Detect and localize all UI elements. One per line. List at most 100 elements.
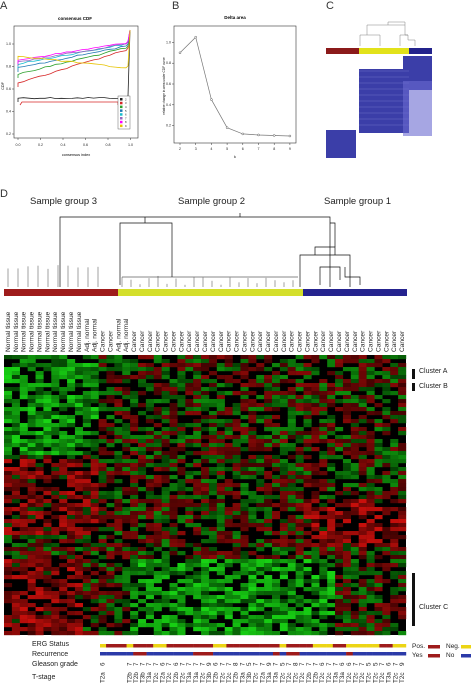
heatmap-cell xyxy=(138,375,147,380)
heatmap-cell xyxy=(27,455,36,460)
heatmap-cell xyxy=(4,499,13,504)
heatmap-cell xyxy=(366,591,375,596)
heatmap-cell xyxy=(342,539,352,544)
heatmap-cell xyxy=(130,415,139,420)
sample-label: Normal tissue xyxy=(68,311,75,352)
heatmap-cell xyxy=(350,531,359,536)
sample-label: Cancer xyxy=(171,330,178,352)
heatmap-cell xyxy=(67,455,76,460)
heatmap-cell xyxy=(287,419,296,424)
heatmap-cell xyxy=(169,531,178,536)
gleason-value: 6 xyxy=(100,662,107,666)
heatmap-cell xyxy=(319,391,328,396)
heatmap-cell xyxy=(59,367,68,372)
heatmap-cell xyxy=(327,587,336,592)
panel-b-delta-plot: Delta area 2 3 4 5 6 7 8 90.20.40.60.81.0 k rel… xyxy=(162,15,297,159)
heatmap-cell xyxy=(27,355,36,360)
heatmap-cell xyxy=(358,403,367,408)
heatmap-cell xyxy=(43,575,52,580)
heatmap-cell xyxy=(240,551,249,556)
heatmap-cell xyxy=(208,439,218,444)
heatmap-cell xyxy=(145,419,154,424)
heatmap-cell xyxy=(272,515,281,520)
heatmap-cell xyxy=(35,567,44,572)
heatmap-cell xyxy=(67,383,76,388)
gleason-grade-label: Gleason grade xyxy=(32,661,78,668)
heatmap-cell xyxy=(327,579,336,584)
heatmap-cell xyxy=(390,455,399,460)
heatmap-cell xyxy=(201,475,210,480)
heatmap-cell xyxy=(130,519,139,524)
heatmap-cell xyxy=(59,615,68,620)
heatmap-cell xyxy=(232,419,241,424)
heatmap-cell xyxy=(27,423,36,428)
heatmap-cell xyxy=(232,403,241,408)
heatmap-cell xyxy=(161,363,170,368)
heatmap-cell xyxy=(130,487,139,492)
heatmap-cell xyxy=(145,515,154,520)
heatmap-cell xyxy=(193,559,202,564)
heatmap-cell xyxy=(122,411,131,416)
heatmap-cell xyxy=(248,499,257,504)
heatmap-cell xyxy=(279,619,288,624)
heatmap-cell xyxy=(19,607,28,612)
heatmap-cell xyxy=(169,607,178,612)
heatmap-cell xyxy=(366,619,375,624)
heatmap-cell xyxy=(327,535,336,540)
panel-c-letter: C xyxy=(326,0,334,12)
heatmap-cell xyxy=(201,595,210,600)
heatmap-cell xyxy=(98,427,107,432)
heatmap-cell xyxy=(177,387,186,392)
heatmap-cell xyxy=(19,363,28,368)
heatmap-cell xyxy=(43,511,52,516)
sample-label: Cancer xyxy=(178,330,185,352)
heatmap-cell xyxy=(232,507,241,512)
heatmap-cell xyxy=(398,451,407,456)
heatmap-cell xyxy=(27,399,36,404)
heatmap-cell xyxy=(106,547,115,552)
heatmap-cell xyxy=(161,459,170,464)
heatmap-cell xyxy=(295,439,304,444)
a-curve-k4 xyxy=(17,29,131,78)
heatmap-cell xyxy=(216,471,225,476)
a-legend-label: 8 xyxy=(125,120,127,124)
tstage-value: T3a xyxy=(146,672,153,683)
heatmap-cell xyxy=(106,431,115,436)
heatmap-cell xyxy=(11,619,20,624)
heatmap-cell xyxy=(398,367,407,372)
heatmap-cell xyxy=(145,455,154,460)
heatmap-cell xyxy=(208,411,218,416)
heatmap-cell xyxy=(51,487,60,492)
heatmap-cell xyxy=(27,483,36,488)
heatmap-cell xyxy=(43,475,52,480)
heatmap-cell xyxy=(4,615,13,620)
heatmap-cell xyxy=(248,563,257,568)
heatmap-cell xyxy=(114,463,123,468)
heatmap-cell xyxy=(295,447,304,452)
heatmap-cell xyxy=(153,431,162,436)
heatmap-cell xyxy=(59,447,68,452)
heatmap-cell xyxy=(208,423,218,428)
heatmap-cell xyxy=(319,507,328,512)
heatmap-cell xyxy=(161,615,170,620)
heatmap-cell xyxy=(27,431,36,436)
heatmap-cell xyxy=(248,459,257,464)
heatmap-cell xyxy=(390,551,399,556)
heatmap-cell xyxy=(327,495,336,500)
recurrence-yes-label: Yes xyxy=(412,652,423,659)
recurrence-cell xyxy=(352,652,360,656)
heatmap-cell xyxy=(35,535,44,540)
heatmap-cell xyxy=(382,631,391,636)
heatmap-cell xyxy=(19,535,28,540)
heatmap-cell xyxy=(374,371,383,376)
heatmap-cell xyxy=(74,435,84,440)
heatmap-cell xyxy=(11,483,20,488)
b-point xyxy=(272,134,276,137)
heatmap-cell xyxy=(130,563,139,568)
sample-label: Cancer xyxy=(289,330,296,352)
heatmap-cell xyxy=(177,579,186,584)
heatmap-cell xyxy=(248,583,257,588)
heatmap-cell xyxy=(319,503,328,508)
heatmap-cell xyxy=(390,591,399,596)
heatmap-cell xyxy=(398,607,407,612)
